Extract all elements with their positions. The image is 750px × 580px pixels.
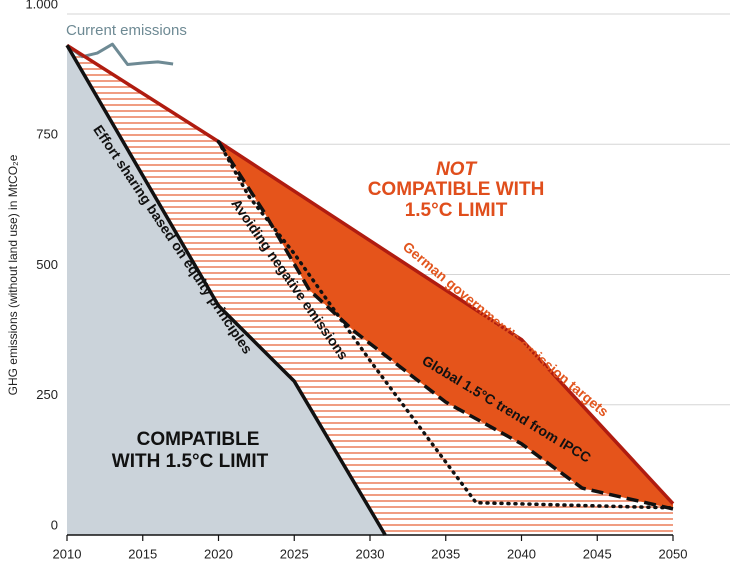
y-tick-label: 0 bbox=[51, 517, 58, 532]
x-tick-label: 2025 bbox=[280, 546, 309, 561]
annotation: NOT bbox=[436, 159, 478, 180]
x-tick-label: 2035 bbox=[431, 546, 460, 561]
series-line bbox=[65, 44, 387, 536]
x-tick-label: 2050 bbox=[659, 546, 688, 561]
x-tick-label: 2030 bbox=[356, 546, 385, 561]
x-tick-label: 2045 bbox=[583, 546, 612, 561]
annotation: COMPATIBLE WITH bbox=[368, 179, 545, 200]
series-label: Current emissions bbox=[66, 22, 187, 39]
series-line bbox=[216, 139, 675, 510]
y-axis-label: GHG emissions (without land use) in MtCO… bbox=[6, 154, 20, 395]
annotation: COMPATIBLE bbox=[137, 429, 260, 450]
y-tick-label: 750 bbox=[36, 127, 58, 142]
x-tick-label: 2010 bbox=[53, 546, 82, 561]
annotation: WITH 1.5°C LIMIT bbox=[112, 451, 269, 472]
compatible-area bbox=[67, 45, 386, 536]
annotation: 1.5°C LIMIT bbox=[405, 200, 508, 221]
x-tick-label: 2020 bbox=[204, 546, 233, 561]
plot bbox=[65, 42, 675, 536]
y-tick-label: 500 bbox=[36, 257, 58, 272]
series-line bbox=[66, 43, 675, 505]
x-tick-label: 2040 bbox=[507, 546, 536, 561]
x-tick-label: 2015 bbox=[128, 546, 157, 561]
y-tick-label: 1.000 bbox=[25, 0, 58, 11]
areas bbox=[67, 13, 730, 536]
y-tick-label: 250 bbox=[36, 387, 58, 402]
series-line bbox=[217, 140, 674, 511]
not-compatible-area bbox=[218, 141, 673, 509]
